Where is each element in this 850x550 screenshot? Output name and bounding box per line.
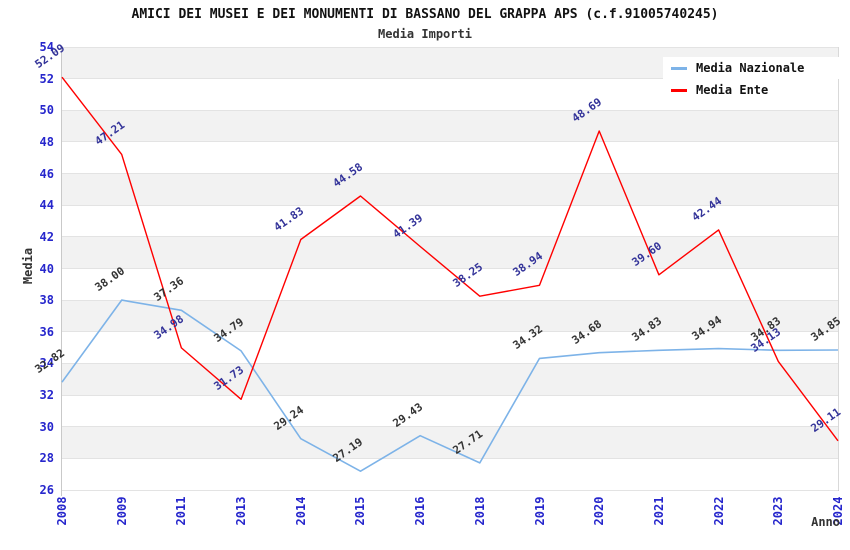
x-tick-label: 2018 (472, 496, 487, 526)
grid-line (62, 141, 838, 143)
x-tick-label: 2011 (174, 496, 189, 526)
y-tick-label: 48 (39, 134, 54, 149)
plot-band (62, 78, 838, 111)
plot-band (62, 300, 838, 332)
chart-subtitle: Media Importi (378, 27, 472, 41)
grid-line (62, 78, 838, 80)
plot-band (62, 426, 838, 459)
plot-band (62, 458, 838, 490)
y-tick-label: 42 (39, 229, 54, 244)
plot-band (62, 205, 838, 237)
y-axis-line (61, 47, 62, 496)
x-tick-label: 2023 (771, 496, 786, 526)
grid-line (62, 489, 838, 491)
y-tick-label: 28 (39, 451, 54, 466)
chart-title: AMICI DEI MUSEI E DEI MONUMENTI DI BASSA… (131, 7, 719, 22)
y-tick-label: 52 (39, 71, 54, 86)
grid-line (62, 362, 838, 364)
y-tick-label: 40 (39, 261, 54, 276)
x-tick-label: 2009 (114, 496, 129, 526)
plot-band (62, 236, 838, 269)
x-tick-label: 2013 (234, 496, 249, 526)
y-tick-label: 32 (39, 388, 54, 403)
x-tick-label: 2021 (651, 496, 666, 526)
series-lines (61, 76, 839, 473)
x-axis-line (61, 490, 839, 491)
x-tick-label: 2015 (353, 496, 368, 526)
y-tick-label: 26 (39, 483, 54, 497)
x-tick-label: 2022 (711, 496, 726, 526)
plot-band (62, 395, 838, 427)
legend: Media Nazionale Media Ente (663, 57, 847, 101)
grid-line (62, 109, 838, 111)
series-line-media-nazionale (61, 299, 839, 473)
grid-line (62, 299, 838, 301)
y-tick-label: 54 (39, 40, 54, 54)
grid-line (62, 394, 838, 396)
y-tick-label: 34 (39, 356, 54, 371)
legend-dash-icon (671, 66, 687, 70)
grid-line (62, 204, 838, 206)
series-line-media-ente (61, 76, 839, 442)
plot-band (62, 110, 838, 142)
x-tick-label: 2008 (55, 496, 69, 526)
y-tick-label: 44 (39, 198, 54, 213)
grid-line (62, 46, 838, 48)
y-tick-label: 50 (39, 103, 54, 118)
y-tick-label: 36 (39, 324, 54, 339)
grid-line (62, 268, 838, 269)
x-tick-label: 2014 (293, 496, 308, 526)
legend-item-media-ente[interactable]: Media Ente (663, 79, 847, 101)
legend-dash-icon (671, 88, 687, 92)
legend-label: Media Nazionale (696, 61, 805, 75)
x-tick-label: 2019 (532, 496, 547, 526)
grid-line (62, 457, 838, 459)
plot-band (62, 331, 838, 364)
grid-line (62, 426, 838, 428)
plot-band (62, 173, 838, 206)
legend-item-media-nazionale[interactable]: Media Nazionale (663, 57, 847, 79)
plot-band (62, 268, 838, 301)
x-tick-label: 2016 (413, 496, 428, 526)
grid-line (62, 173, 838, 175)
grid-line (62, 331, 838, 333)
y-tick-label: 38 (39, 293, 54, 308)
y-tick-label: 46 (39, 166, 54, 181)
plot-area: 54 52 50 48 46 44 42 40 38 36 34 32 30 28 26 2008 2009 20… (33, 40, 845, 525)
plot-band (62, 363, 838, 396)
x-axis-title: Anno (811, 515, 840, 529)
legend-label: Media Ente (696, 83, 769, 97)
plot-right-border (838, 47, 839, 490)
grid-line (62, 236, 838, 238)
x-tick-label: 2020 (592, 496, 607, 526)
plot-band (62, 141, 838, 174)
y-tick-label: 30 (39, 419, 54, 434)
